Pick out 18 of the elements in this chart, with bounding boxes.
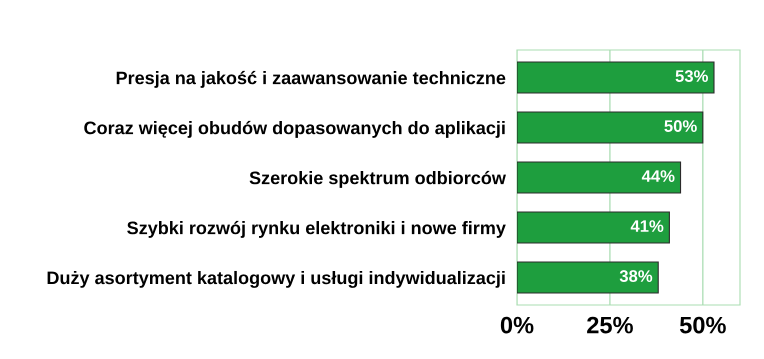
data-label: 38% — [620, 270, 652, 282]
data-label: 41% — [630, 220, 664, 232]
data-label: 50% — [664, 120, 697, 132]
x-tick-label: 25% — [587, 316, 633, 334]
bar — [517, 161, 682, 194]
bar — [517, 61, 715, 94]
x-tick-label: 50% — [680, 316, 726, 334]
y-tick-label: Duży asortyment katalogowy i usługi indywidualizacji — [48, 270, 505, 288]
y-tick-label: Szybki rozwój rynku elektroniki i nowe firmy — [127, 220, 506, 238]
data-label: 44% — [642, 170, 675, 182]
bar — [517, 211, 670, 244]
bar — [517, 261, 659, 294]
y-tick-label: Presja na jakość i zaawansowanie techniczne — [116, 70, 506, 88]
bar — [517, 111, 704, 144]
y-tick-label: Coraz więcej obudów dopasowanych do aplikacji — [84, 120, 505, 138]
y-tick-label: Szerokie spektrum odbiorców — [250, 170, 506, 188]
x-tick-label: 0% — [500, 316, 534, 334]
data-label: 53% — [676, 70, 708, 82]
